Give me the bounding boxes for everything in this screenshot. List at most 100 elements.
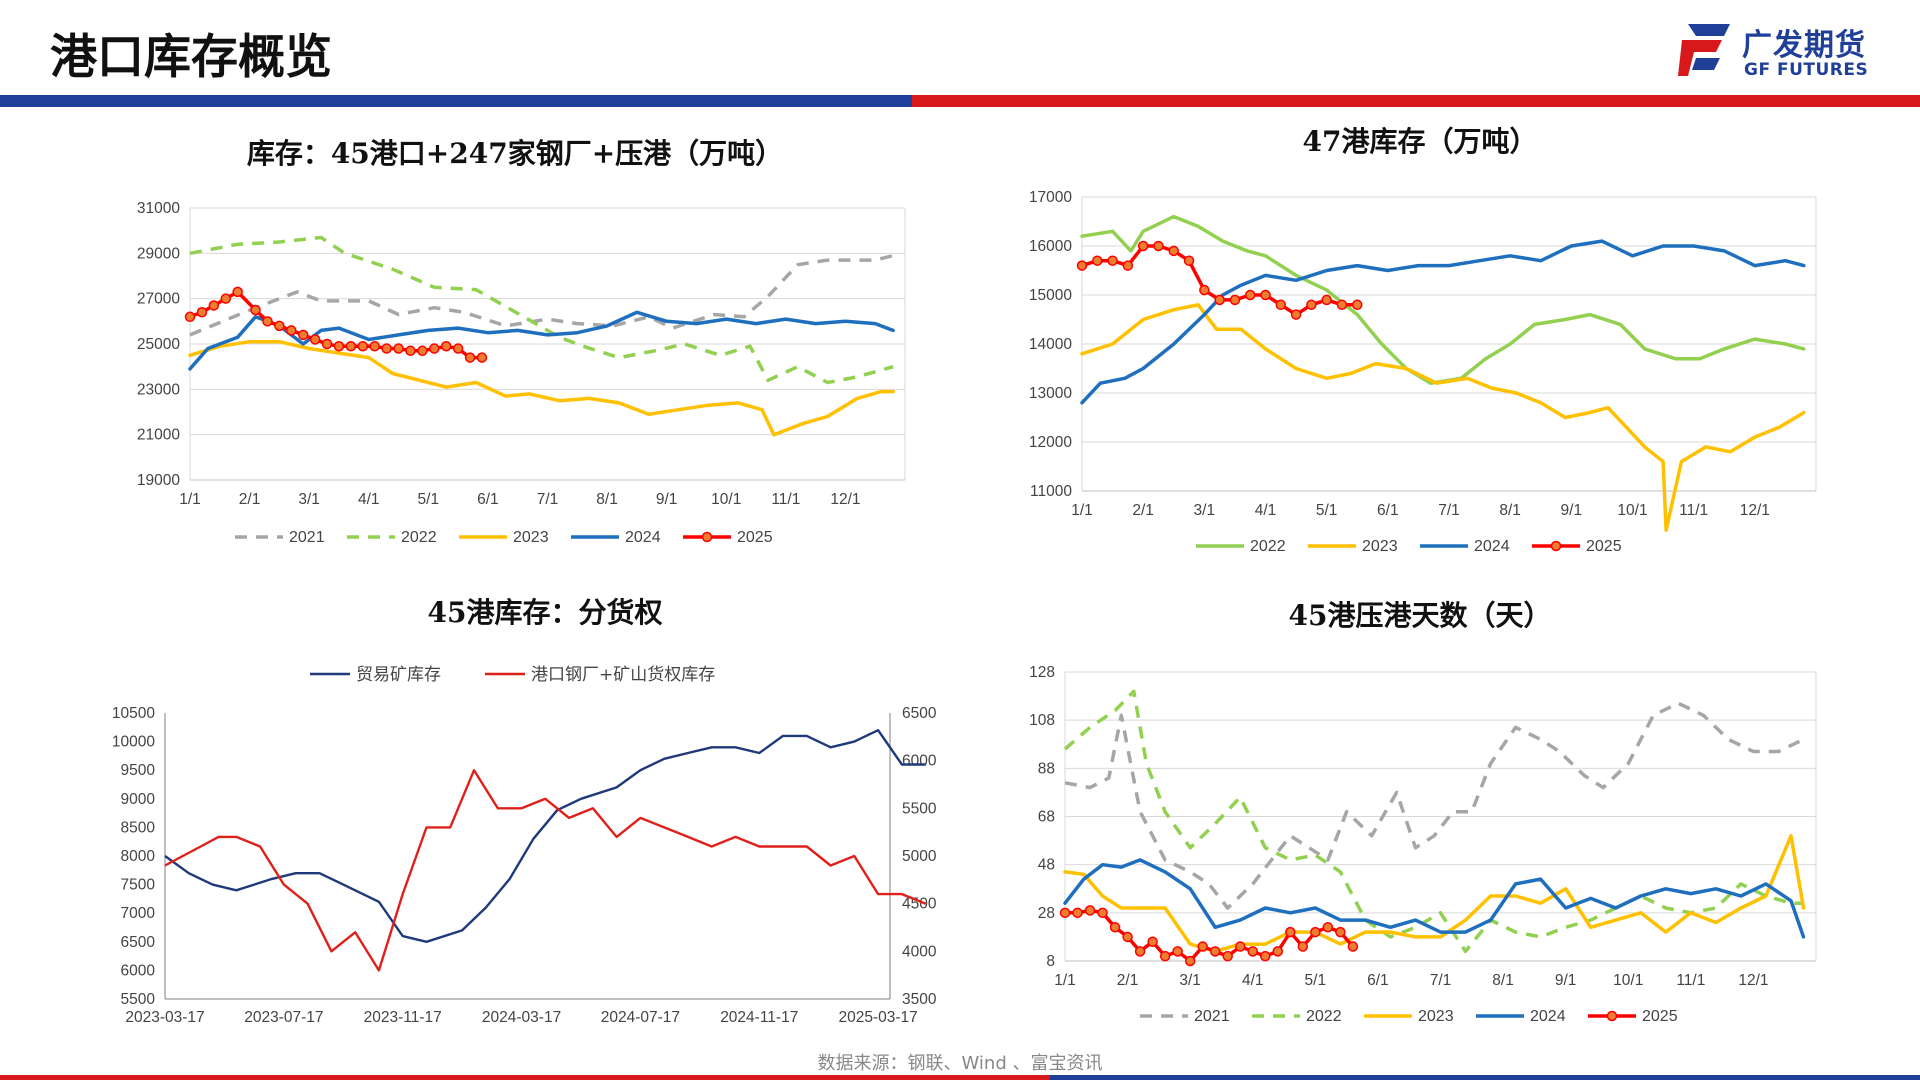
y-tick-label-right: 5500 [902, 800, 937, 817]
x-tick-label: 8/1 [596, 491, 618, 508]
series-point-2025 [1147, 936, 1158, 947]
series-point-2025 [1244, 289, 1256, 301]
series-point-2025 [1107, 255, 1118, 266]
series-point-2025 [1153, 240, 1164, 252]
series-point-2025 [250, 304, 261, 316]
chart-title: 47港库存（万吨） [1303, 125, 1538, 158]
x-tick-label: 2024-07-17 [601, 1009, 680, 1026]
legend-label-2022: 2022 [1306, 1008, 1342, 1025]
legend-marker-2025 [1550, 540, 1562, 552]
series-point-2025 [440, 341, 452, 352]
x-tick-label: 2023-07-17 [244, 1009, 323, 1026]
series-point-2025 [1076, 260, 1088, 271]
series-point-2025 [1184, 955, 1196, 967]
x-tick-label: 2/1 [239, 491, 261, 508]
series-point-2025 [1229, 294, 1241, 306]
series-point-2025 [1247, 946, 1258, 957]
y-tick-label-left: 7000 [121, 905, 156, 922]
series-point-2025 [1347, 941, 1359, 952]
x-tick-label: 1/1 [1071, 502, 1093, 519]
chart-title: 库存：45港口+247家钢厂+压港（万吨） [247, 137, 783, 170]
series-point-2025 [309, 334, 321, 345]
header-divider [0, 95, 1920, 107]
series-point-2025 [1222, 950, 1233, 962]
x-tick-label: 4/1 [1255, 502, 1277, 519]
series-point-2025 [220, 293, 231, 304]
x-tick-label: 11/1 [1676, 972, 1705, 989]
legend-label-2023: 2023 [1362, 538, 1398, 555]
series-point-2025 [1134, 946, 1146, 957]
y-tick-label: 25000 [137, 336, 180, 353]
series-line-2021 [1064, 701, 1805, 910]
series-point-2025 [345, 341, 357, 352]
x-tick-label: 3/1 [1194, 502, 1216, 519]
series-point-2025 [1322, 922, 1334, 933]
series-point-2025 [1306, 299, 1317, 311]
x-tick-label: 7/1 [1430, 972, 1452, 989]
series-line-2021 [189, 253, 894, 337]
series-line-2023 [188, 339, 895, 437]
x-tick-label: 9/1 [1555, 972, 1577, 989]
x-tick-label: 3/1 [1179, 972, 1201, 989]
series-point-2025 [393, 343, 404, 354]
y-tick-label: 11000 [1030, 483, 1072, 500]
chart-title: 45港压港天数（天） [1289, 599, 1552, 632]
legend-label-port-rights: 港口钢厂+矿山货权库存 [531, 665, 715, 685]
y-tick-label: 128 [1029, 664, 1055, 681]
x-tick-label: 7/1 [1438, 502, 1460, 519]
legend-label-2022: 2022 [1250, 538, 1286, 555]
legend-label-2025: 2025 [737, 529, 773, 546]
series-point-2025 [321, 338, 333, 350]
chart-45-port-berthing-days: 45港压港天数（天） 128 108 88 68 48 28 8 1/1 2/1 3/1 4/1 5/1… [990, 580, 1850, 1035]
x-tick-label: 5/1 [1305, 972, 1327, 989]
series-point-2025 [274, 320, 285, 332]
series-point-2025 [1172, 946, 1183, 957]
x-tick-label: 10/1 [711, 491, 741, 508]
y-tick-label-left: 9000 [121, 791, 156, 808]
x-tick-label: 12/1 [1740, 502, 1770, 519]
x-tick-label: 4/1 [1242, 972, 1264, 989]
series-point-2025 [1159, 950, 1171, 962]
x-tick-label: 10/1 [1617, 502, 1647, 519]
y-tick-label: 68 [1038, 809, 1055, 826]
y-tick-label: 19000 [137, 472, 180, 489]
y-tick-label: 14000 [1029, 336, 1072, 353]
series-point-2025 [333, 341, 345, 352]
y-tick-label: 12000 [1029, 434, 1072, 451]
y-tick-label: 28 [1038, 905, 1055, 922]
x-tick-label: 10/1 [1613, 972, 1643, 989]
y-tick-label: 31000 [137, 200, 180, 217]
series-point-2025 [1137, 240, 1149, 252]
x-tick-label: 6/1 [477, 491, 499, 508]
y-tick-label-left: 10000 [112, 734, 155, 751]
x-tick-label: 9/1 [1561, 502, 1583, 519]
series-point-2025 [464, 352, 476, 363]
x-tick-label: 11/1 [1679, 502, 1708, 519]
series-point-2025 [1285, 926, 1296, 938]
series-point-2025 [1109, 922, 1121, 933]
y-tick-label: 8 [1046, 953, 1055, 970]
y-tick-label-left: 9500 [121, 762, 156, 779]
y-tick-label-left: 5500 [121, 991, 156, 1008]
y-tick-label-left: 10500 [112, 705, 155, 722]
legend-label-2024: 2024 [1530, 1008, 1566, 1025]
data-source-note: 数据来源：钢联、Wind 、富宝资讯 [817, 1053, 1103, 1074]
x-tick-label: 12/1 [830, 491, 860, 508]
x-tick-label: 2023-03-17 [125, 1009, 204, 1026]
y-tick-label: 29000 [137, 245, 180, 262]
series-point-2025 [1097, 907, 1108, 919]
series-point-2025 [1059, 907, 1071, 919]
y-tick-label-left: 6000 [121, 962, 156, 979]
y-tick-label: 88 [1038, 760, 1055, 777]
series-point-2025 [1310, 926, 1321, 938]
legend-label-2025: 2025 [1642, 1008, 1678, 1025]
y-tick-label-right: 6500 [902, 705, 937, 722]
x-tick-label: 6/1 [1377, 502, 1399, 519]
series-point-2025 [1335, 926, 1346, 938]
chart-title: 45港库存：分货权 [428, 596, 663, 629]
series-point-2025 [1199, 284, 1210, 296]
series-point-2025 [1214, 294, 1225, 306]
series-point-2025 [208, 300, 220, 311]
y-tick-label-right: 6000 [902, 753, 937, 770]
y-tick-label-left: 8000 [121, 848, 156, 865]
